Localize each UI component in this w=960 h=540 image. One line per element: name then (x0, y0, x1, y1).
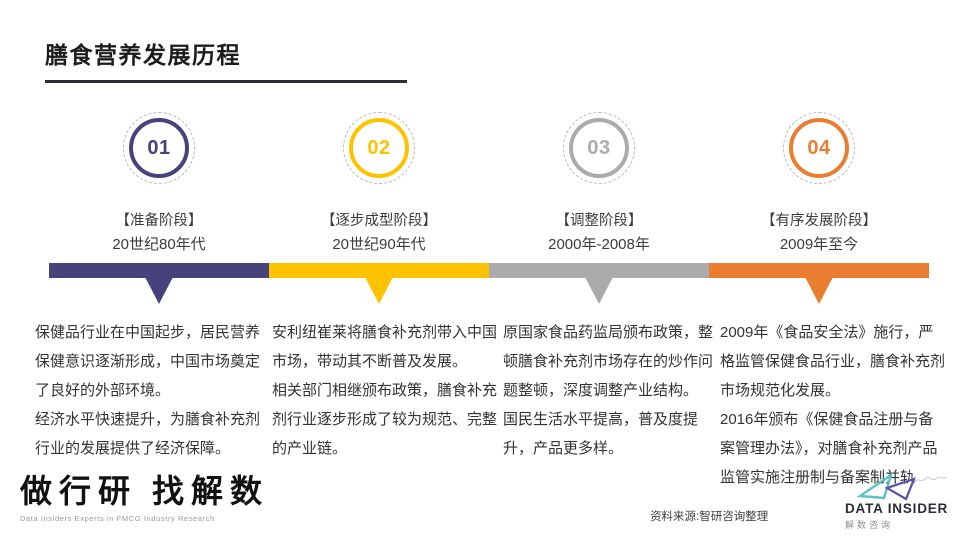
stage-3-phase-label: 【调整阶段】 (555, 213, 643, 229)
stage-1-paragraph-2: 经济水平快速提升，为膳食补充剂行业的发展提供了经济保障。 (35, 411, 261, 457)
stage-3-period-label: 2000年-2008年 (548, 236, 650, 253)
stage-2: 02 【逐步成型阶段】 20世纪90年代 (269, 112, 489, 256)
stage-1-phase-label: 【准备阶段】 (115, 213, 203, 229)
stage-4-number: 04 (807, 136, 831, 159)
stage-3-number: 03 (587, 136, 611, 159)
stage-2-paragraph-2: 相关部门相继颁布政策，膳食补充剂行业逐步形成了较为规范、完整的产业链。 (272, 382, 498, 457)
stage-4-period-label: 2009年至今 (779, 236, 859, 253)
bowtie-triangles-icon (857, 472, 916, 501)
timeline-segment-2 (269, 263, 489, 278)
stage-4-dashed-ring: 04 (783, 112, 855, 184)
stage-3-dashed-ring: 03 (563, 112, 635, 184)
brand-name: DATA INSIDER (845, 501, 949, 516)
stage-4-description: 2009年《食品安全法》施行，严格监管保健食品行业，膳食补充剂市场规范化发展。 … (720, 318, 948, 492)
timeline-segment-4 (709, 263, 929, 278)
stage-2-period-label: 20世纪90年代 (332, 236, 426, 253)
stage-4-paragraph-1: 2009年《食品安全法》施行，严格监管保健食品行业，膳食补充剂市场规范化发展。 (720, 324, 946, 399)
stage-3-paragraph-1: 原国家食品药监局颁布政策，整顿膳食补充剂市场存在的炒作问题整顿，深度调整产业结构… (503, 324, 714, 399)
timeline-pointer-4 (805, 277, 833, 304)
stage-1-circle: 01 (129, 118, 189, 178)
stage-2-number: 02 (367, 136, 391, 159)
stage-2-paragraph-1: 安利纽崔莱将膳食补充剂带入中国市场，带动其不断普及发展。 (272, 324, 498, 370)
stage-1-number: 01 (147, 136, 171, 159)
footer-logo: 做行研 找解数 Data Insiders Experts in FMCG In… (20, 466, 269, 523)
stage-3-paragraph-2: 国民生活水平提高，普及度提升，产品更多样。 (503, 411, 699, 457)
brand-logo: DATA INSIDER 解数咨询 (845, 468, 955, 531)
timeline-segment-3 (489, 263, 709, 278)
stage-4-paragraph-2: 2016年颁布《保健食品注册与备案管理办法》，对膳食补充剂产品监管实施注册制与备… (720, 411, 938, 486)
stage-2-dashed-ring: 02 (343, 112, 415, 184)
page-title: 膳食营养发展历程 (45, 42, 241, 68)
stage-2-circle: 02 (349, 118, 409, 178)
stage-3: 03 【调整阶段】 2000年-2008年 (489, 112, 709, 256)
stage-2-phase-label: 【逐步成型阶段】 (321, 213, 437, 229)
stage-4-phase-label: 【有序发展阶段】 (761, 213, 877, 229)
stage-4-circle: 04 (789, 118, 849, 178)
footer-logo-tagline: Data Insiders Experts in FMCG Industry R… (20, 514, 215, 523)
brand-chinese-name: 解数咨询 (845, 520, 894, 530)
footer-logo-text: 做行研 找解数 (20, 473, 270, 509)
stage-3-description: 原国家食品药监局颁布政策，整顿膳食补充剂市场存在的炒作问题整顿，深度调整产业结构… (503, 318, 721, 463)
source-note: 资料来源:智研咨询整理 (650, 511, 769, 523)
stage-1-dashed-ring: 01 (123, 112, 195, 184)
stage-2-description: 安利纽崔莱将膳食补充剂带入中国市场，带动其不断普及发展。 相关部门相继颁布政策，… (272, 318, 502, 463)
timeline-pointer-2 (365, 277, 393, 304)
logo-script-decoration (913, 476, 947, 484)
stage-3-circle: 03 (569, 118, 629, 178)
timeline-bar (49, 263, 929, 278)
stage-1-description: 保健品行业在中国起步，居民营养保健意识逐渐形成，中国市场奠定了良好的外部环境。 … (35, 318, 267, 463)
timeline-pointer-3 (585, 277, 613, 304)
timeline-segment-1 (49, 263, 269, 278)
timeline-pointer-1 (145, 277, 173, 304)
stage-1: 01 【准备阶段】 20世纪80年代 (49, 112, 269, 256)
stage-1-paragraph-1: 保健品行业在中国起步，居民营养保健意识逐渐形成，中国市场奠定了良好的外部环境。 (35, 324, 261, 399)
title-underline (45, 80, 407, 83)
stage-1-period-label: 20世纪80年代 (112, 236, 206, 253)
stage-4: 04 【有序发展阶段】 2009年至今 (709, 112, 929, 256)
